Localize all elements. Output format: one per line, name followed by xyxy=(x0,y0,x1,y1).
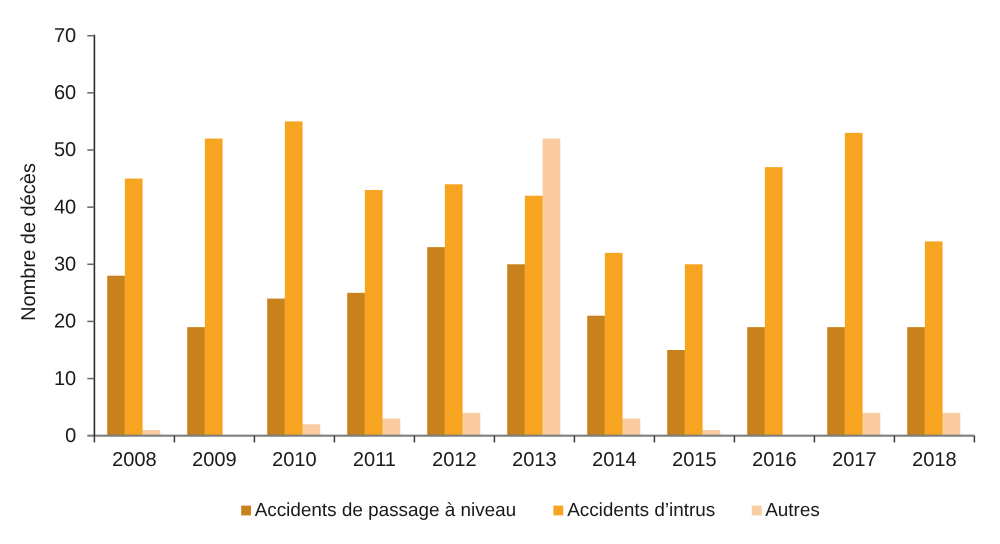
svg-text:2010: 2010 xyxy=(272,449,317,471)
svg-text:Nombre de décès: Nombre de décès xyxy=(18,163,40,321)
svg-text:2014: 2014 xyxy=(592,449,637,471)
svg-text:2018: 2018 xyxy=(912,449,957,471)
svg-text:2015: 2015 xyxy=(672,449,717,471)
svg-text:60: 60 xyxy=(54,82,76,104)
svg-text:Autres: Autres xyxy=(765,500,820,521)
svg-text:Accidents de passage à niveau: Accidents de passage à niveau xyxy=(255,500,517,521)
svg-text:2008: 2008 xyxy=(112,449,157,471)
svg-text:2017: 2017 xyxy=(832,449,877,471)
svg-text:70: 70 xyxy=(54,25,76,47)
svg-text:Accidents d’intrus: Accidents d’intrus xyxy=(567,500,715,521)
svg-text:2011: 2011 xyxy=(353,449,396,471)
svg-text:20: 20 xyxy=(54,311,76,333)
svg-text:2009: 2009 xyxy=(192,449,237,471)
svg-text:30: 30 xyxy=(54,253,76,275)
svg-text:2012: 2012 xyxy=(432,449,477,471)
svg-text:10: 10 xyxy=(54,368,76,390)
svg-text:2013: 2013 xyxy=(512,449,557,471)
svg-text:40: 40 xyxy=(54,196,76,218)
svg-text:50: 50 xyxy=(54,139,76,161)
svg-text:0: 0 xyxy=(65,425,76,447)
svg-text:2016: 2016 xyxy=(752,449,797,471)
